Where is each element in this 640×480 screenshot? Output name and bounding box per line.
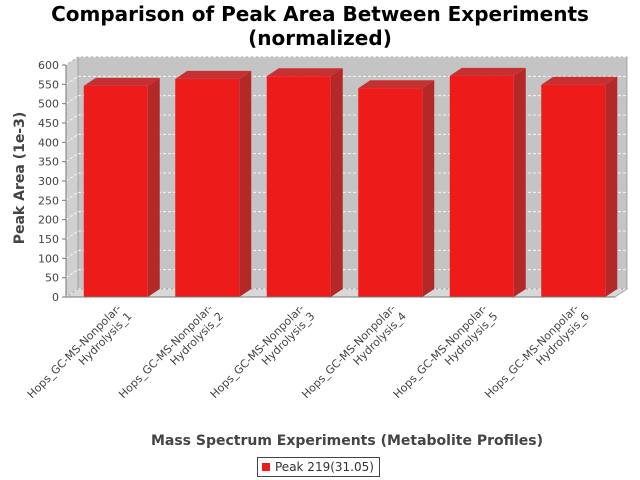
y-axis: 0 50 100 150 200 250 300 350 400 450 500 550 600 <box>38 59 67 304</box>
y-tick-label: 150 <box>38 233 59 246</box>
y-tick-label: 0 <box>52 291 59 304</box>
bar-front <box>541 84 606 297</box>
bar-top <box>449 67 526 76</box>
grid-line-diagonal <box>65 153 79 162</box>
bar-side <box>239 70 252 297</box>
bar-front <box>83 85 148 297</box>
bar-side <box>605 76 618 297</box>
bar-5 <box>449 67 526 298</box>
y-tick-label: 250 <box>38 194 59 207</box>
y-tick-label: 550 <box>38 78 59 91</box>
bar-6 <box>541 76 618 297</box>
y-tick-label: 600 <box>38 59 59 72</box>
grid-line-diagonal <box>65 211 79 220</box>
bar-top <box>358 80 435 89</box>
grid-line-diagonal <box>65 288 79 298</box>
grid-line-diagonal <box>65 95 79 104</box>
chart-title-line-1: Comparison of Peak Area Between Experime… <box>51 2 589 26</box>
bar-front <box>175 78 240 297</box>
bar-side <box>147 77 160 297</box>
bar-front <box>358 88 423 297</box>
grid-lines <box>65 56 627 298</box>
grid-line-diagonal <box>65 114 79 124</box>
legend-swatch <box>262 463 270 471</box>
bar-side <box>513 67 526 298</box>
grid-line-diagonal <box>65 269 79 278</box>
y-tick-label: 300 <box>38 175 59 188</box>
chart-title-line-2: (normalized) <box>248 26 392 50</box>
x-axis-label: Mass Spectrum Experiments (Metabolite Pr… <box>151 433 543 449</box>
x-tick-label-line: Hops_GC-MS-Nonpolar- <box>25 302 124 401</box>
y-tick-label: 350 <box>38 156 59 169</box>
y-tick-label: 200 <box>38 214 59 227</box>
legend: Peak 219(31.05) <box>257 457 380 477</box>
x-axis: Hops_GC-MS-Nonpolar-Hydrolysis_1Hops_GC-… <box>25 296 615 411</box>
bar-top <box>266 68 343 77</box>
grid-line-diagonal <box>65 56 79 66</box>
grid-line-diagonal <box>65 192 79 201</box>
grid-line-diagonal <box>65 134 79 143</box>
x-tick-label: Hops_GC-MS-Nonpolar-Hydrolysis_6 <box>482 301 592 411</box>
grid-line-diagonal <box>65 250 79 259</box>
y-tick-label: 400 <box>38 136 59 149</box>
bar-2 <box>175 70 252 297</box>
bar-top <box>541 76 618 85</box>
legend-label: Peak 219(31.05) <box>275 460 374 474</box>
bar-side <box>330 68 343 297</box>
bar-1 <box>83 77 160 297</box>
grid-line-diagonal <box>65 76 79 85</box>
bars <box>83 67 618 298</box>
bar-top <box>83 77 160 86</box>
y-tick-label: 500 <box>38 98 59 111</box>
chart-title: Comparison of Peak Area Between Experime… <box>0 2 640 50</box>
bar-front <box>449 75 514 298</box>
y-axis-label: Peak Area (1e-3) <box>12 112 28 245</box>
y-tick-label: 50 <box>45 272 59 285</box>
y-tick-label: 450 <box>38 117 59 130</box>
grid-line-diagonal <box>65 230 79 240</box>
y-tick-label: 100 <box>38 252 59 265</box>
bar-side <box>422 80 435 297</box>
bar-top <box>175 70 252 79</box>
bar-front <box>266 76 331 297</box>
grid-line-diagonal <box>65 172 79 182</box>
bar-3 <box>266 68 343 297</box>
bar-4 <box>358 80 435 297</box>
